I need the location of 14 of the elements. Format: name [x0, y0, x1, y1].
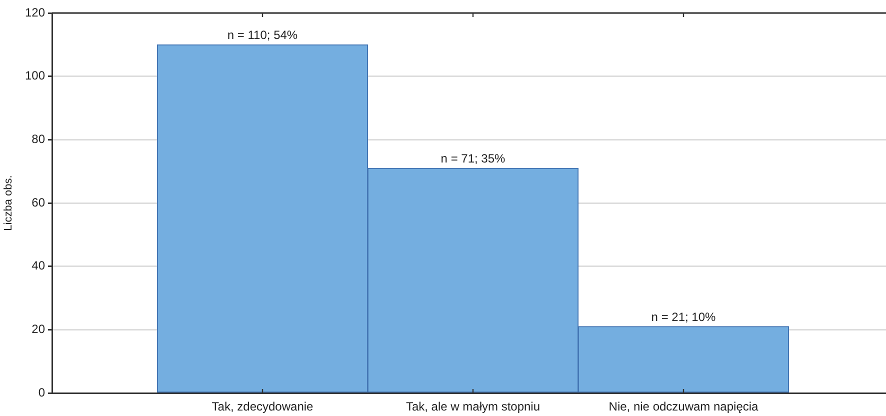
- y-tick-label: 20: [32, 322, 46, 336]
- y-tick-label: 120: [24, 5, 46, 20]
- y-tick-label: 80: [32, 132, 46, 146]
- y-tick-label: 60: [32, 195, 46, 210]
- data-label: n = 71; 35%: [440, 151, 506, 166]
- x-tick-label: Nie, nie odczuwam napięcia: [608, 400, 759, 414]
- x-tick-label: Tak, zdecydowanie: [212, 400, 314, 414]
- data-label: n = 110; 54%: [227, 28, 298, 42]
- y-axis-title: Liczba obs.: [2, 175, 15, 231]
- y-tick-label: 40: [32, 258, 46, 273]
- data-label: n = 21; 10%: [651, 310, 716, 324]
- y-tick-label: 0: [38, 385, 46, 400]
- x-tick-label: Tak, ale w małym stopniu: [406, 400, 540, 414]
- y-tick-label: 100: [24, 68, 46, 83]
